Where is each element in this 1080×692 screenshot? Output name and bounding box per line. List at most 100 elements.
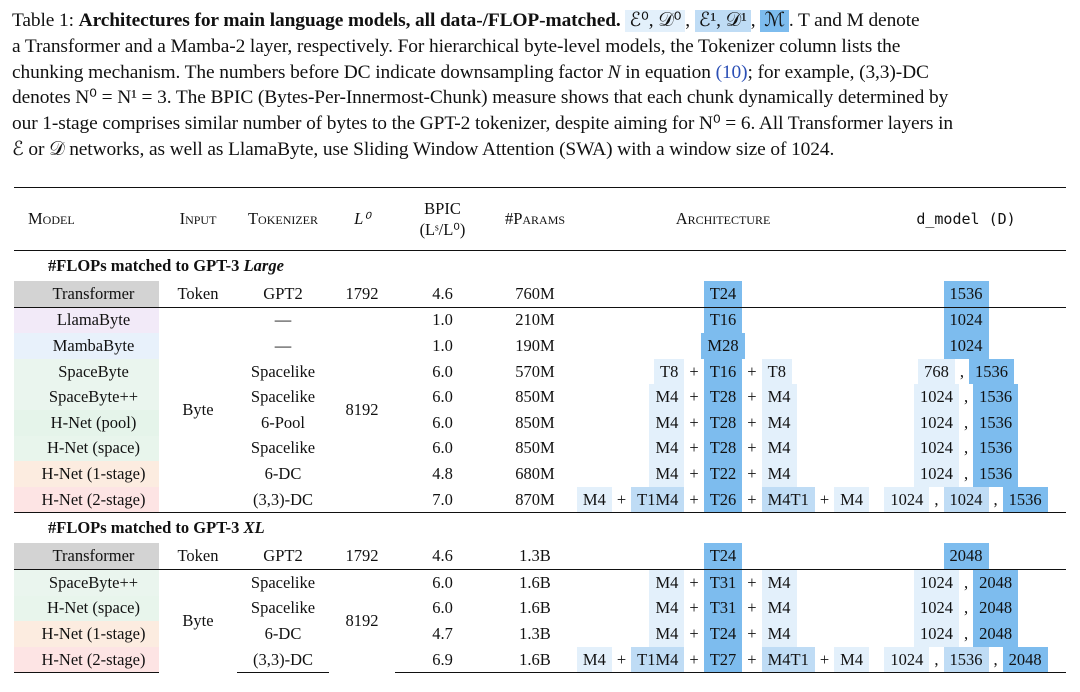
tokenizer-cell: 6-DC	[264, 463, 302, 483]
model-name-cell: H-Net (2-stage)	[14, 646, 159, 674]
layer-block: T28	[703, 435, 743, 462]
layer-block: T31	[703, 569, 743, 596]
tokenizer-cell: (3,3)-DC	[237, 646, 329, 674]
layer-block: M4T1	[761, 646, 815, 673]
caption-label: Table 1:	[12, 10, 74, 31]
bpic-cell: 6.0	[395, 568, 490, 596]
architecture-cell: M4 + T31 + M4	[580, 595, 866, 622]
layer-block: M4	[649, 621, 685, 647]
layer-block: M4	[576, 486, 612, 513]
dim-block: 1536	[973, 409, 1019, 436]
bpic-cell: 6.0	[432, 438, 453, 458]
table-row: H-Net (1-stage) 6-DC 4.8 680M M4 + T22 + M4 1024,…	[14, 461, 1066, 487]
tokenizer-cell: GPT2	[263, 546, 303, 566]
layer-block: M4	[761, 409, 797, 436]
table-row: H-Net (2-stage) (3,3)-DC 7.0 870M M4 + T1M4 + T2…	[14, 486, 1066, 513]
params-cell: 210M	[490, 306, 580, 334]
model-name-cell: SpaceByte++	[14, 384, 159, 410]
dim-block: 2048	[943, 543, 989, 569]
bpic-cell: 1.0	[432, 335, 453, 355]
header-model: Model	[14, 187, 159, 251]
level1-color-chip: ℰ¹, 𝒟¹	[694, 10, 751, 32]
layer-block: T31	[703, 595, 743, 622]
model-name-cell: Transformer	[14, 543, 159, 570]
bpic-cell: 4.6	[432, 283, 453, 303]
table-row: H-Net (space) Spacelike 6.0 850M M4 + T28 + M4 10…	[14, 435, 1066, 462]
layer-block: M4	[649, 409, 685, 436]
dmodel-cell: 1536	[866, 281, 1066, 307]
table-row: H-Net (1-stage) 6-DC 4.7 1.3B M4 + T24 + M4 1024,…	[14, 621, 1066, 647]
layer-block: T24	[703, 543, 743, 569]
dmodel-cell: 1024, 2048	[866, 595, 1066, 622]
bpic-cell: 1.0	[395, 306, 490, 334]
tokenizer-cell: (3,3)-DC	[252, 489, 314, 509]
layer-block: T8	[654, 358, 685, 385]
level0-color-chip: ℰ⁰, 𝒟⁰	[625, 10, 686, 32]
tokenizer-cell: Spacelike	[250, 361, 316, 381]
caption-line5: our 1-stage comprises similar number of …	[12, 113, 953, 135]
table-row: H-Net (space) Spacelike 6.0 1.6B M4 + T31 + M4 10…	[14, 595, 1066, 622]
bpic-cell: 4.7	[432, 623, 453, 643]
tokenizer-cell: —	[274, 335, 292, 355]
dmodel-cell: 768, 1536	[866, 358, 1066, 385]
table-row: Transformer Token GPT2 1792 4.6 1.3B T24 2048	[14, 543, 1066, 570]
dim-block: 1024	[913, 595, 959, 622]
bpic-cell: 6.0	[432, 412, 453, 432]
layer-block: M4	[649, 569, 685, 596]
caption-line4: denotes N⁰ = N¹ = 3. The BPIC (Bytes-Per…	[12, 87, 949, 109]
model-name-cell: LlamaByte	[14, 306, 159, 334]
layer-block: T28	[703, 409, 743, 436]
table-row: H-Net (2-stage) (3,3)-DC 6.9 1.6B M4 + T1M4 + T2…	[14, 646, 1066, 674]
architecture-cell: T8 + T16 + T8	[580, 358, 866, 385]
header-params: #Params	[490, 187, 580, 251]
table-row: MambaByte — 1.0 190M M28 1024	[14, 333, 1066, 359]
layer-block: M4	[649, 595, 685, 622]
dmodel-cell: 1024, 2048	[866, 621, 1066, 647]
layer-block: T27	[703, 646, 743, 673]
dmodel-cell: 1024, 2048	[866, 568, 1066, 596]
layer-block: M4	[761, 621, 797, 647]
dim-block: 2048	[973, 595, 1019, 622]
dim-block: 2048	[1002, 646, 1048, 673]
dmodel-cell: 1024	[866, 306, 1066, 334]
layer-block: M4	[834, 646, 870, 673]
caption-title: Architectures for main language models, …	[78, 10, 621, 31]
dim-block: 1536	[943, 281, 989, 307]
params-cell: 760M	[515, 283, 555, 303]
equation-ref-link[interactable]: (10)	[715, 61, 748, 83]
params-cell: 850M	[515, 412, 555, 432]
params-cell: 1.6B	[490, 646, 580, 674]
dim-block: 2048	[973, 621, 1019, 647]
dim-block: 2048	[973, 569, 1019, 596]
params-cell: 1.3B	[519, 546, 551, 566]
dmodel-cell: 1024, 1024, 1536	[866, 486, 1066, 513]
bpic-cell: 6.0	[432, 387, 453, 407]
params-cell: 1.6B	[490, 568, 580, 596]
dim-block: 1024	[884, 646, 930, 673]
architecture-cell: T24	[580, 543, 866, 569]
table-row: SpaceByte++ Byte Spacelike 8192 6.0 1.6B M4 + T3…	[14, 568, 1066, 673]
layer-block: M28	[701, 333, 745, 359]
section-header-large: #FLOPs matched to GPT-3 Large	[14, 250, 1066, 281]
model-name-cell: Transformer	[14, 281, 159, 308]
l0-cell: 8192	[329, 568, 395, 673]
layer-block: T16	[703, 307, 743, 334]
architecture-cell: M4 + T28 + M4	[580, 384, 866, 410]
dim-block: 1024	[913, 621, 959, 647]
input-cell: Token	[177, 283, 219, 303]
dim-block: 1024	[943, 307, 989, 334]
caption-line2: a Transformer and a Mamba-2 layer, respe…	[12, 35, 901, 57]
dim-block: 1536	[973, 435, 1019, 462]
architecture-cell: M4 + T1M4 + T27 + M4T1 + M4	[576, 646, 870, 674]
input-cell: Byte	[159, 306, 237, 513]
dim-block: 1024	[943, 333, 989, 359]
tokenizer-cell: GPT2	[263, 283, 303, 303]
architectures-table: Model Input Tokenizer L⁰ BPIC (Lˢ/L⁰) #Pa…	[14, 187, 1066, 674]
bpic-cell: 4.8	[432, 463, 453, 483]
tokenizer-cell: 6-Pool	[260, 412, 305, 432]
architecture-cell: M4 + T28 + M4	[580, 435, 866, 462]
layer-block: M4	[649, 435, 685, 462]
dim-block: 1024	[913, 384, 959, 410]
architecture-cell: T16	[580, 306, 866, 334]
l0-cell: 8192	[329, 306, 395, 513]
